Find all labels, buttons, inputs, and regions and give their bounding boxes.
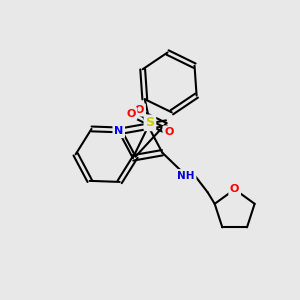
Text: O: O	[135, 105, 144, 115]
Text: N: N	[114, 127, 123, 136]
Text: O: O	[230, 184, 239, 194]
Text: NH: NH	[177, 171, 195, 181]
Text: S: S	[146, 116, 154, 129]
Text: O: O	[126, 109, 136, 119]
Text: O: O	[164, 127, 173, 137]
